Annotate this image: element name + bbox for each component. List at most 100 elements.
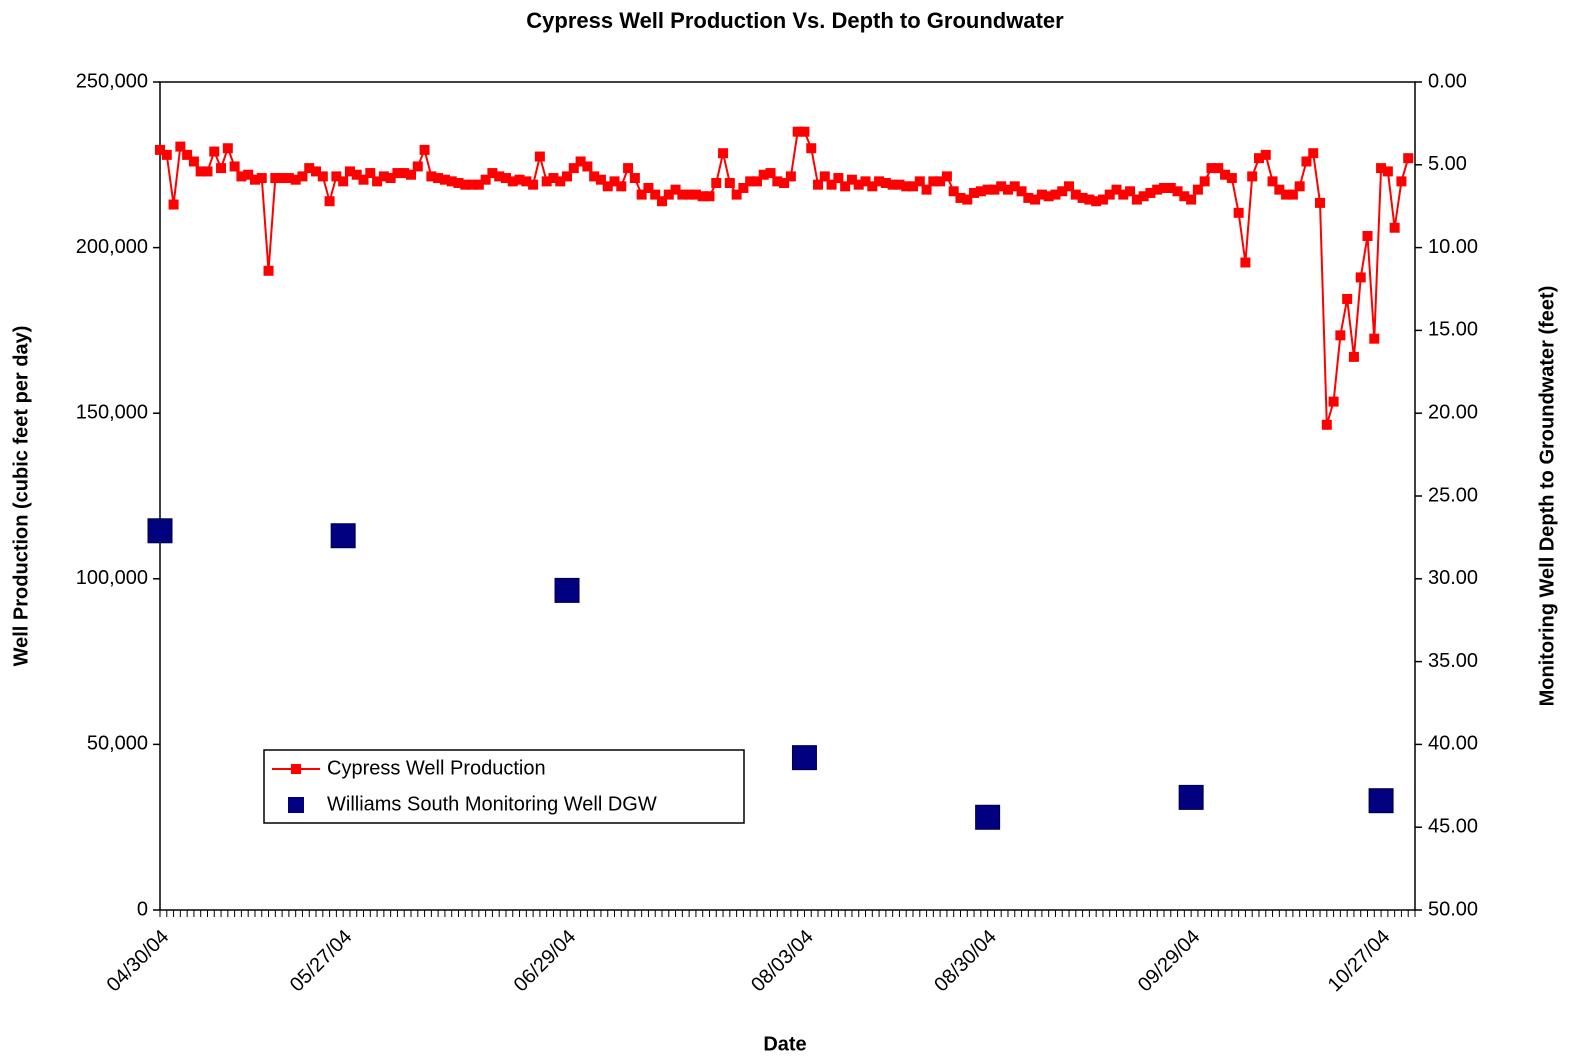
x-tick-label: 04/30/04 <box>103 926 174 997</box>
data-point <box>562 171 573 182</box>
y2-tick-label: 50.00 <box>1428 898 1478 920</box>
data-point <box>704 191 715 202</box>
data-point <box>297 171 308 182</box>
data-point <box>1178 784 1204 810</box>
data-point <box>1348 351 1359 362</box>
data-point <box>534 151 545 162</box>
data-point <box>1247 171 1258 182</box>
data-point <box>819 171 830 182</box>
data-point <box>1328 396 1339 407</box>
data-point <box>1240 257 1251 268</box>
data-point <box>623 163 634 174</box>
data-point <box>799 126 810 137</box>
data-point <box>161 149 172 160</box>
y-tick-label: 150,000 <box>76 401 148 423</box>
data-point <box>962 194 973 205</box>
legend-marker <box>288 797 304 813</box>
data-point <box>731 189 742 200</box>
data-point <box>724 178 735 189</box>
data-point <box>785 171 796 182</box>
data-point <box>263 265 274 276</box>
data-point <box>711 178 722 189</box>
data-point <box>317 171 328 182</box>
y2-tick-label: 45.00 <box>1428 815 1478 837</box>
data-point <box>338 176 349 187</box>
data-point <box>1192 184 1203 195</box>
legend-label: Williams South Monitoring Well DGW <box>327 793 657 815</box>
data-point <box>643 182 654 193</box>
y-axis-label: Well Production (cubic feet per day) <box>10 326 32 667</box>
data-point <box>1016 186 1027 197</box>
data-point <box>168 199 179 210</box>
data-point <box>330 523 356 549</box>
data-point <box>941 171 952 182</box>
data-point <box>1199 176 1210 187</box>
y2-tick-label: 5.00 <box>1428 153 1467 175</box>
data-point <box>718 148 729 159</box>
data-point <box>256 173 267 184</box>
data-point <box>657 196 667 207</box>
y-tick-label: 250,000 <box>76 70 148 92</box>
data-point <box>406 169 416 180</box>
data-point <box>419 144 430 155</box>
data-point <box>650 189 661 200</box>
x-tick-label: 06/29/04 <box>510 926 581 997</box>
data-point <box>365 168 376 179</box>
data-point <box>324 196 335 207</box>
y2-tick-label: 30.00 <box>1428 567 1478 589</box>
data-point <box>826 179 837 190</box>
data-point <box>813 179 824 190</box>
data-point <box>1301 156 1312 167</box>
data-point <box>582 161 593 172</box>
data-point <box>975 804 1001 830</box>
x-axis-label: Date <box>763 1033 806 1055</box>
data-point <box>1308 148 1319 159</box>
data-point <box>1315 197 1326 208</box>
data-point <box>188 156 199 167</box>
data-point <box>833 173 844 184</box>
data-point <box>222 143 233 154</box>
data-point <box>751 176 762 187</box>
chart-title: Cypress Well Production Vs. Depth to Gro… <box>526 8 1064 33</box>
y-tick-label: 100,000 <box>76 567 148 589</box>
data-point <box>1396 176 1407 187</box>
legend-box <box>263 749 745 824</box>
data-point <box>1213 163 1224 174</box>
data-point <box>1362 231 1373 242</box>
data-point <box>948 186 959 197</box>
data-point <box>765 168 776 179</box>
data-point <box>1226 173 1237 184</box>
data-point <box>1233 207 1244 218</box>
data-point <box>202 166 213 177</box>
data-point <box>1355 272 1366 283</box>
data-point <box>1287 189 1298 200</box>
y-tick-label: 0 <box>137 898 148 920</box>
data-point <box>806 143 817 154</box>
data-point <box>1403 153 1414 164</box>
x-tick-label: 10/27/04 <box>1324 926 1395 997</box>
data-point <box>1321 419 1332 430</box>
data-point <box>779 178 790 189</box>
data-point <box>1267 176 1278 187</box>
x-tick-label: 08/03/04 <box>747 926 818 997</box>
data-point <box>1369 333 1380 344</box>
data-point <box>629 173 640 184</box>
data-point <box>791 745 817 771</box>
data-point <box>528 179 539 190</box>
data-point <box>182 149 193 160</box>
y2-tick-label: 15.00 <box>1428 319 1478 341</box>
data-point <box>1368 788 1394 814</box>
data-point <box>840 181 851 192</box>
data-point <box>412 161 423 172</box>
y2-tick-label: 25.00 <box>1428 484 1478 506</box>
y-tick-label: 200,000 <box>76 236 148 258</box>
data-point <box>921 184 932 195</box>
data-point <box>1186 194 1197 205</box>
data-point <box>175 141 186 152</box>
data-point <box>1294 181 1305 192</box>
data-point <box>1260 149 1271 160</box>
legend-label: Cypress Well Production <box>327 757 546 779</box>
x-tick-label: 08/30/04 <box>930 926 1001 997</box>
data-point <box>1389 222 1400 233</box>
x-tick-label: 05/27/04 <box>286 926 357 997</box>
